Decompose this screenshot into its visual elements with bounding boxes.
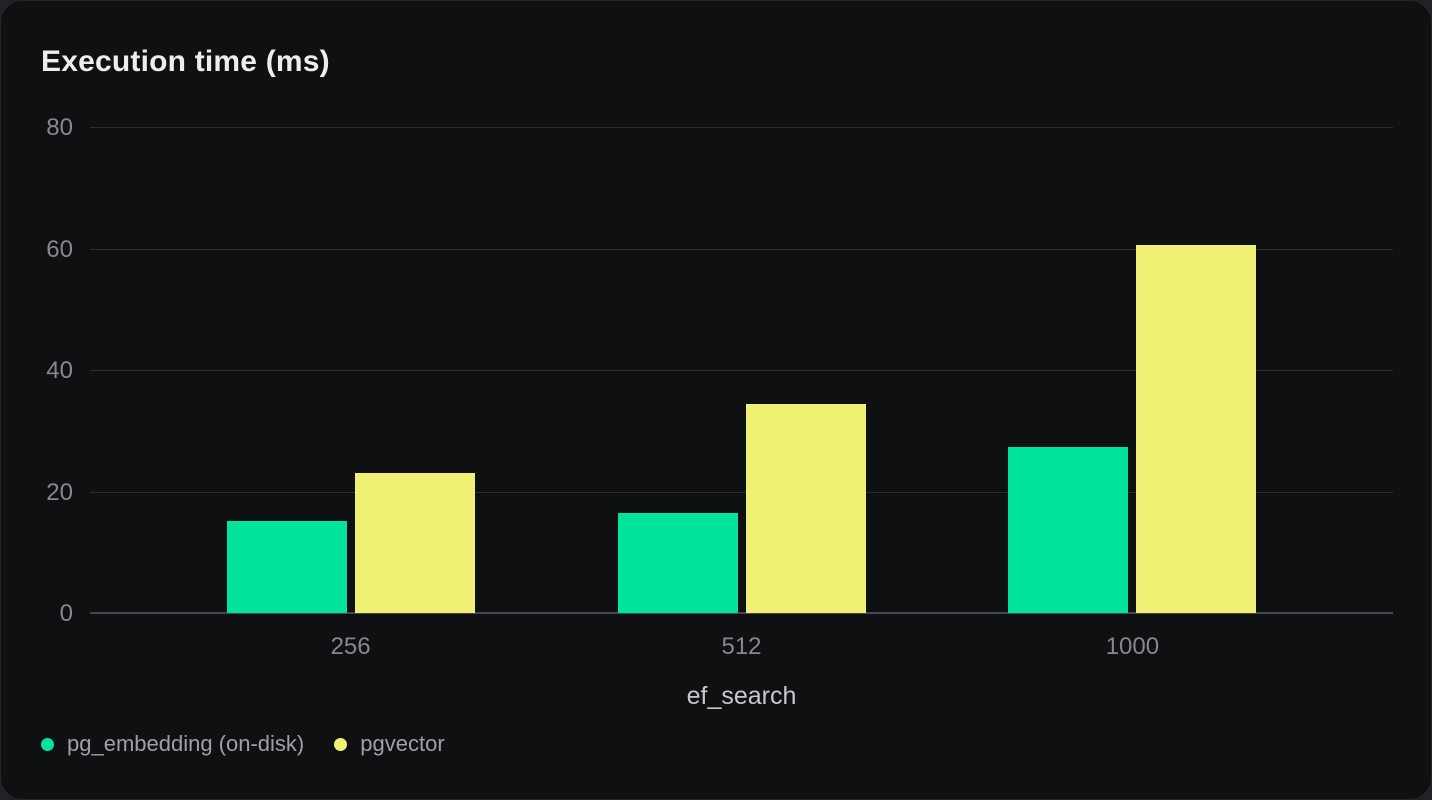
bar-pg-embedding-on-disk-512 xyxy=(617,513,738,613)
legend-label: pg_embedding (on-disk) xyxy=(67,731,305,756)
x-axis-ticks: 256 512 1000 xyxy=(90,633,1393,663)
plot-area xyxy=(90,127,1393,614)
bar-pgvector-256 xyxy=(354,472,475,613)
x-tick-label-1000: 1000 xyxy=(1105,633,1160,660)
x-tick-label-512: 512 xyxy=(721,633,762,660)
bar-pgvector-512 xyxy=(745,404,866,613)
gridline-40 xyxy=(90,370,1393,371)
gridline-0 xyxy=(90,612,1393,614)
legend-item-pgvector: pgvector xyxy=(334,731,445,756)
legend-swatch-yellow-icon xyxy=(334,737,348,751)
chart-title: Execution time (ms) xyxy=(41,45,330,78)
y-tick-label-20: 20 xyxy=(46,478,73,506)
y-tick-label-60: 60 xyxy=(46,235,73,263)
bar-pg-embedding-on-disk-1000 xyxy=(1008,446,1129,613)
y-tick-label-40: 40 xyxy=(46,357,73,384)
legend: pg_embedding (on-disk) pgvector xyxy=(41,733,445,755)
bar-pg-embedding-on-disk-256 xyxy=(226,521,347,613)
y-tick-label-0: 0 xyxy=(59,600,73,627)
bar-pgvector-1000 xyxy=(1136,245,1257,613)
gridline-60 xyxy=(90,248,1393,250)
bar-group-1000 xyxy=(1008,127,1257,613)
bar-group-512 xyxy=(617,127,866,613)
gridline-20 xyxy=(90,491,1393,493)
x-axis-label: ef_search xyxy=(686,682,797,710)
x-tick-label-256: 256 xyxy=(330,633,371,660)
bar-group-256 xyxy=(226,127,475,613)
legend-label: pgvector xyxy=(360,731,445,756)
gridline-80 xyxy=(90,127,1393,128)
legend-item-pg-embedding: pg_embedding (on-disk) xyxy=(41,733,304,755)
legend-swatch-green-icon xyxy=(41,737,54,751)
y-tick-label-80: 80 xyxy=(46,114,73,141)
y-axis: 0 20 40 60 80 xyxy=(1,116,73,626)
